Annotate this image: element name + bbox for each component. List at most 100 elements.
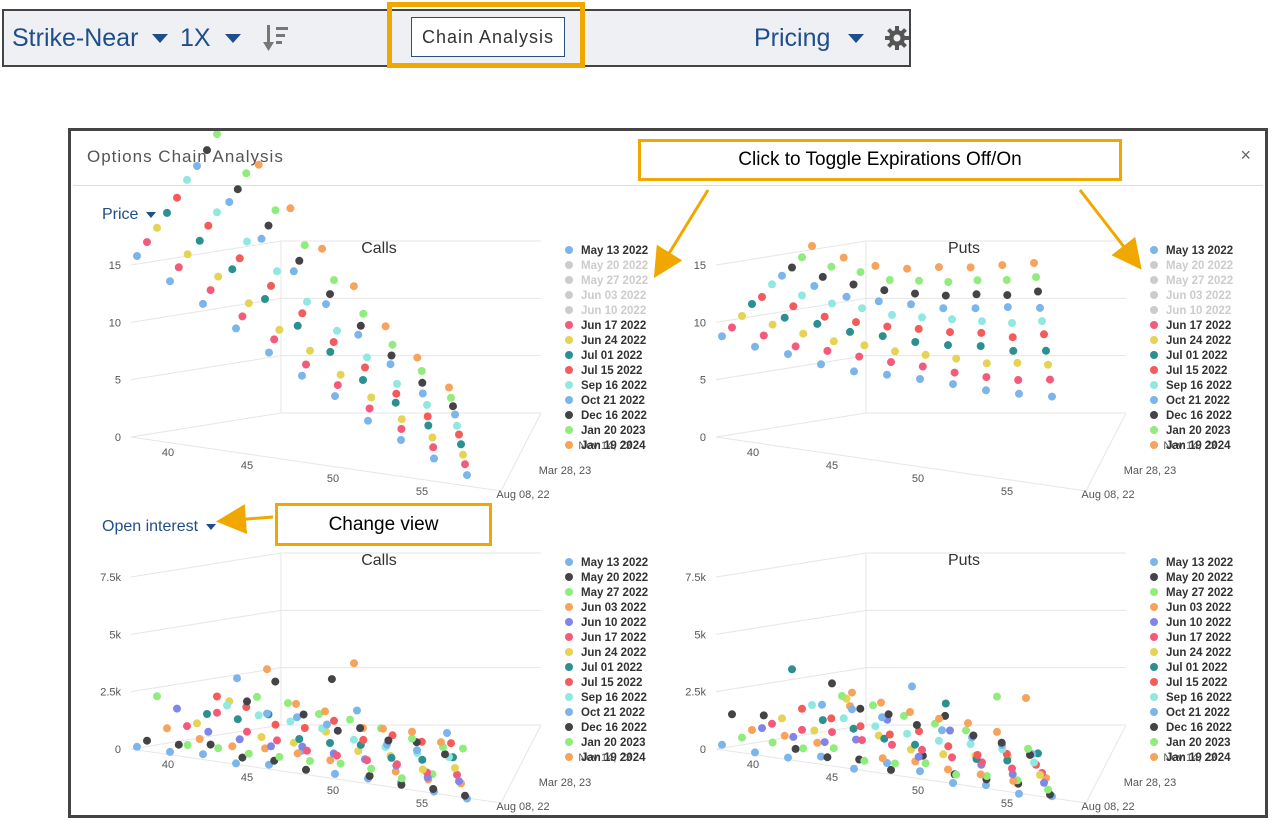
legend-item[interactable]: May 27 2022 <box>1166 275 1233 287</box>
data-point <box>243 697 251 706</box>
legend-item[interactable]: Jun 24 2022 <box>581 335 646 347</box>
sort-button[interactable] <box>262 11 292 65</box>
legend-item[interactable]: Jan 20 2023 <box>1166 425 1231 437</box>
legend-item[interactable]: May 13 2022 <box>581 557 648 569</box>
legend-item[interactable]: Jul 01 2022 <box>1166 662 1227 674</box>
data-point <box>969 731 978 740</box>
legend-item[interactable]: Jul 15 2022 <box>581 365 642 377</box>
legend-item[interactable]: Jun 17 2022 <box>1166 320 1231 332</box>
data-point <box>1014 376 1023 384</box>
legend-marker <box>565 738 573 746</box>
legend-item[interactable]: Sep 16 2022 <box>1166 692 1232 704</box>
legend-item[interactable]: Jan 19 2024 <box>1166 440 1231 452</box>
legend-item[interactable]: May 27 2022 <box>581 587 648 599</box>
data-point <box>977 328 986 337</box>
data-point <box>143 238 151 247</box>
y-tick-label: 5 <box>700 375 706 387</box>
legend-item[interactable]: Jun 03 2022 <box>1166 602 1231 614</box>
legend-item[interactable]: Jun 03 2022 <box>581 290 646 302</box>
legend-item[interactable]: Oct 21 2022 <box>581 707 645 719</box>
y-tick-label: 10 <box>694 317 706 329</box>
data-point <box>133 252 141 260</box>
legend-item[interactable]: Jun 24 2022 <box>1166 335 1231 347</box>
legend-marker <box>565 321 573 329</box>
legend-item[interactable]: May 13 2022 <box>581 245 648 257</box>
data-point <box>887 765 895 774</box>
legend-item[interactable]: Jun 10 2022 <box>1166 617 1231 629</box>
data-point <box>848 688 856 697</box>
legend-item[interactable]: Sep 16 2022 <box>1166 380 1232 392</box>
data-point <box>784 350 792 359</box>
data-point <box>364 416 372 425</box>
legend-item[interactable]: Jul 01 2022 <box>581 350 642 362</box>
data-point <box>349 282 358 291</box>
legend-item[interactable]: Jun 10 2022 <box>581 305 646 317</box>
legend-item[interactable]: May 20 2022 <box>1166 260 1233 272</box>
open-interest-dropdown[interactable]: Open interest <box>102 518 217 536</box>
data-point <box>914 752 923 761</box>
data-point <box>1042 346 1050 355</box>
legend-item[interactable]: Jun 24 2022 <box>1166 647 1231 659</box>
legend-marker <box>565 396 573 404</box>
toolbar: Strike-Near 1X Chain Analysis Pricing <box>2 9 911 67</box>
legend-item[interactable]: May 20 2022 <box>1166 572 1233 584</box>
legend-item[interactable]: Sep 16 2022 <box>581 380 647 392</box>
legend-item[interactable]: Sep 16 2022 <box>581 692 647 704</box>
legend-item[interactable]: Jun 03 2022 <box>1166 290 1231 302</box>
pricing-dropdown[interactable]: Pricing <box>754 11 865 65</box>
legend-item[interactable]: May 27 2022 <box>581 275 648 287</box>
legend-item[interactable]: Jun 17 2022 <box>581 632 646 644</box>
settings-button[interactable] <box>884 11 910 65</box>
legend-item[interactable]: Jul 01 2022 <box>581 662 642 674</box>
legend-item[interactable]: Jul 15 2022 <box>581 677 642 689</box>
legend-item[interactable]: Oct 21 2022 <box>1166 707 1230 719</box>
data-point <box>941 699 950 708</box>
price-dropdown[interactable]: Price <box>102 206 157 224</box>
legend-item[interactable]: Dec 16 2022 <box>1166 410 1232 422</box>
z-tick-label: Nov 14, 23 <box>1163 752 1216 764</box>
data-point <box>948 315 956 324</box>
legend-item[interactable]: Jul 01 2022 <box>1166 350 1227 362</box>
data-point <box>813 738 822 747</box>
legend-item[interactable]: Jan 20 2023 <box>581 737 646 749</box>
close-icon[interactable]: × <box>1240 145 1251 165</box>
legend-item[interactable]: Jun 10 2022 <box>581 617 646 629</box>
legend-item[interactable]: Jun 24 2022 <box>581 647 646 659</box>
z-tick-label: Nov 14, 23 <box>578 440 631 452</box>
data-point <box>718 740 726 749</box>
legend-item[interactable]: Oct 21 2022 <box>581 395 645 407</box>
legend-item[interactable]: Jul 15 2022 <box>1166 677 1227 689</box>
y-tick-label: 15 <box>694 260 706 272</box>
legend-item[interactable]: Dec 16 2022 <box>581 410 647 422</box>
data-point <box>163 724 171 733</box>
legend-item[interactable]: Dec 16 2022 <box>581 722 647 734</box>
y-tick-label: 0 <box>700 744 706 756</box>
legend-item[interactable]: Jan 19 2024 <box>581 752 646 764</box>
legend-item[interactable]: May 13 2022 <box>1166 245 1233 257</box>
legend-item[interactable]: Jun 10 2022 <box>1166 305 1231 317</box>
legend-item[interactable]: May 13 2022 <box>1166 557 1233 569</box>
legend-item[interactable]: Jan 19 2024 <box>581 440 646 452</box>
legend-item[interactable]: Jan 20 2023 <box>1166 737 1231 749</box>
chart-title: Puts <box>948 240 980 257</box>
data-point <box>445 383 453 392</box>
data-point <box>818 272 827 281</box>
legend-item[interactable]: Jan 20 2023 <box>581 425 646 437</box>
legend-item[interactable]: Jan 19 2024 <box>1166 752 1231 764</box>
legend-item[interactable]: Jun 17 2022 <box>581 320 646 332</box>
chain-analysis-button[interactable]: Chain Analysis <box>411 17 565 57</box>
legend-item[interactable]: May 20 2022 <box>581 572 648 584</box>
data-point <box>359 376 367 384</box>
legend-item[interactable]: Jun 17 2022 <box>1166 632 1231 644</box>
multiplier-dropdown[interactable]: 1X <box>180 11 241 65</box>
strike-dropdown[interactable]: Strike-Near <box>12 11 169 65</box>
legend-item[interactable]: May 27 2022 <box>1166 587 1233 599</box>
legend-item[interactable]: May 20 2022 <box>581 260 648 272</box>
data-point <box>1003 303 1012 312</box>
legend-item[interactable]: Jun 03 2022 <box>581 602 646 614</box>
legend-item[interactable]: Oct 21 2022 <box>1166 395 1230 407</box>
legend-item[interactable]: Dec 16 2022 <box>1166 722 1232 734</box>
data-point <box>938 726 946 735</box>
data-point <box>441 750 449 759</box>
legend-item[interactable]: Jul 15 2022 <box>1166 365 1227 377</box>
